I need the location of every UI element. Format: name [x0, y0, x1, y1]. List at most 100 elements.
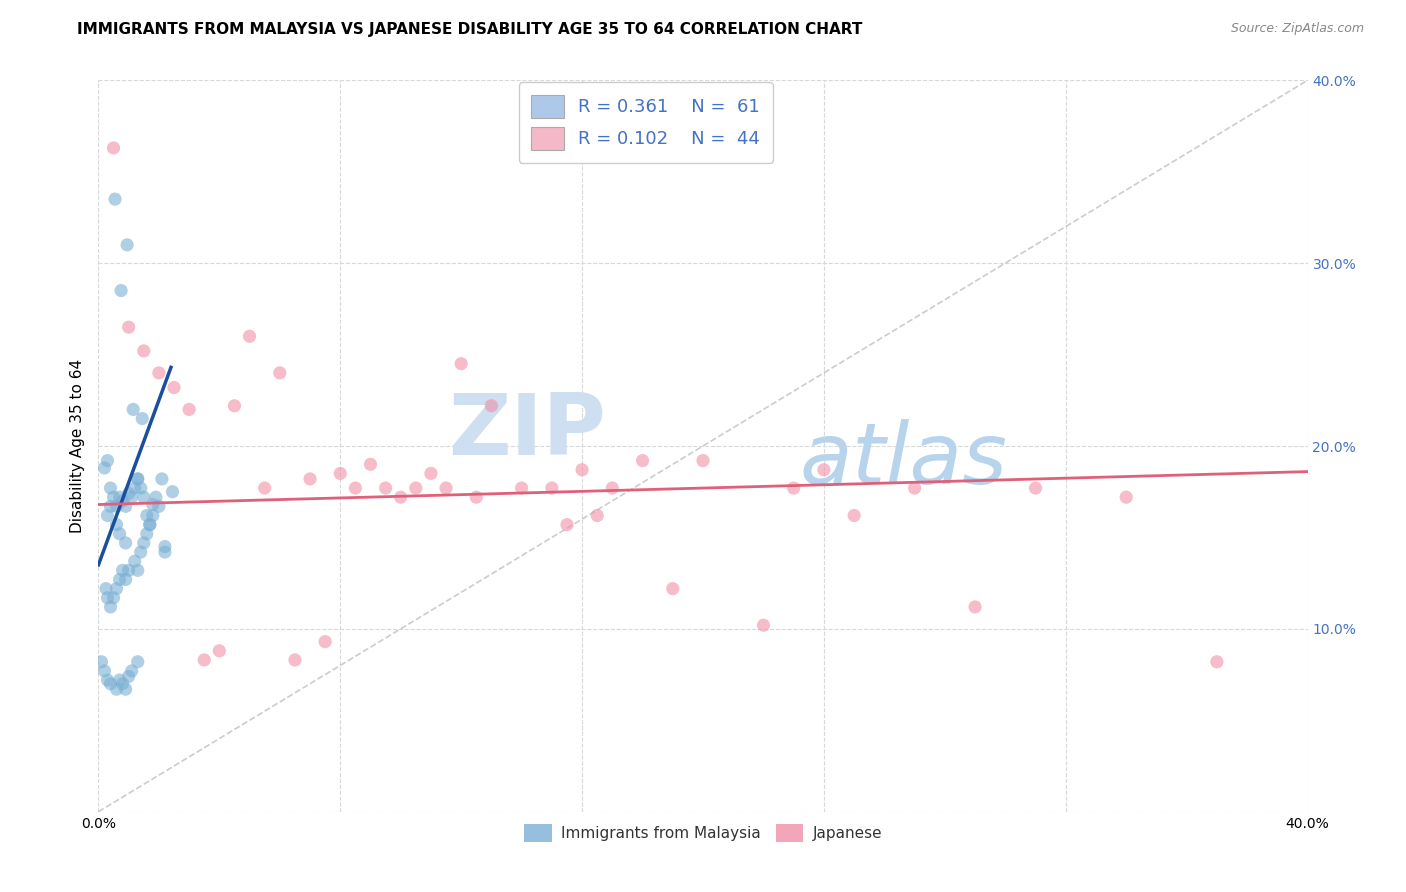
Point	[100, 500, 122, 514]
Point	[129, 545, 152, 559]
Point	[105, 517, 128, 532]
Point	[93, 461, 115, 475]
Point	[139, 517, 162, 532]
Point	[631, 453, 654, 467]
Point	[114, 500, 136, 514]
Point	[94, 582, 117, 596]
Point	[100, 676, 122, 690]
Point	[124, 481, 146, 495]
Point	[389, 490, 412, 504]
Point	[124, 554, 146, 568]
Point	[139, 517, 162, 532]
Point	[103, 490, 125, 504]
Point	[114, 573, 136, 587]
Point	[96, 591, 118, 605]
Point	[153, 540, 176, 554]
Point	[481, 399, 503, 413]
Point	[1206, 655, 1229, 669]
Point	[224, 399, 246, 413]
Text: ZIP: ZIP	[449, 390, 606, 473]
Point	[114, 536, 136, 550]
Point	[104, 192, 127, 206]
Point	[465, 490, 488, 504]
Point	[135, 508, 157, 523]
Point	[153, 545, 176, 559]
Point	[105, 500, 128, 514]
Point	[450, 357, 472, 371]
Point	[111, 563, 134, 577]
Point	[100, 481, 122, 495]
Point	[121, 664, 143, 678]
Text: atlas: atlas	[800, 419, 1008, 502]
Point	[96, 453, 118, 467]
Point	[96, 673, 118, 687]
Point	[110, 284, 132, 298]
Point	[162, 484, 184, 499]
Point	[93, 664, 115, 678]
Point	[193, 653, 215, 667]
Point	[100, 599, 122, 614]
Point	[131, 411, 153, 425]
Point	[269, 366, 291, 380]
Point	[90, 655, 112, 669]
Text: IMMIGRANTS FROM MALAYSIA VS JAPANESE DISABILITY AGE 35 TO 64 CORRELATION CHART: IMMIGRANTS FROM MALAYSIA VS JAPANESE DIS…	[77, 22, 863, 37]
Point	[108, 526, 131, 541]
Point	[434, 481, 457, 495]
Point	[540, 481, 562, 495]
Point	[132, 490, 155, 504]
Point	[118, 563, 141, 577]
Point	[103, 591, 125, 605]
Text: Source: ZipAtlas.com: Source: ZipAtlas.com	[1230, 22, 1364, 36]
Point	[118, 320, 141, 334]
Point	[405, 481, 427, 495]
Point	[904, 481, 927, 495]
Point	[555, 517, 578, 532]
Point	[142, 498, 165, 512]
Point	[127, 563, 149, 577]
Point	[813, 463, 835, 477]
Point	[239, 329, 262, 343]
Point	[344, 481, 367, 495]
Point	[299, 472, 322, 486]
Point	[118, 486, 141, 500]
Point	[1024, 481, 1046, 495]
Legend: Immigrants from Malaysia, Japanese: Immigrants from Malaysia, Japanese	[517, 818, 889, 848]
Y-axis label: Disability Age 35 to 64: Disability Age 35 to 64	[70, 359, 86, 533]
Point	[148, 366, 170, 380]
Point	[132, 536, 155, 550]
Point	[108, 673, 131, 687]
Point	[111, 676, 134, 690]
Point	[602, 481, 624, 495]
Point	[420, 467, 443, 481]
Point	[127, 472, 149, 486]
Point	[314, 634, 336, 648]
Point	[329, 467, 352, 481]
Point	[510, 481, 533, 495]
Point	[96, 508, 118, 523]
Point	[150, 472, 173, 486]
Point	[374, 481, 396, 495]
Point	[783, 481, 806, 495]
Point	[148, 500, 170, 514]
Point	[114, 682, 136, 697]
Point	[105, 582, 128, 596]
Point	[208, 644, 231, 658]
Point	[105, 682, 128, 697]
Point	[103, 141, 125, 155]
Point	[111, 494, 134, 508]
Point	[965, 599, 987, 614]
Point	[586, 508, 609, 523]
Point	[163, 380, 186, 394]
Point	[135, 526, 157, 541]
Point	[145, 490, 167, 504]
Point	[115, 238, 138, 252]
Point	[121, 490, 143, 504]
Point	[127, 472, 149, 486]
Point	[122, 402, 145, 417]
Point	[127, 655, 149, 669]
Point	[1115, 490, 1137, 504]
Point	[129, 481, 152, 495]
Point	[844, 508, 866, 523]
Point	[284, 653, 307, 667]
Point	[692, 453, 714, 467]
